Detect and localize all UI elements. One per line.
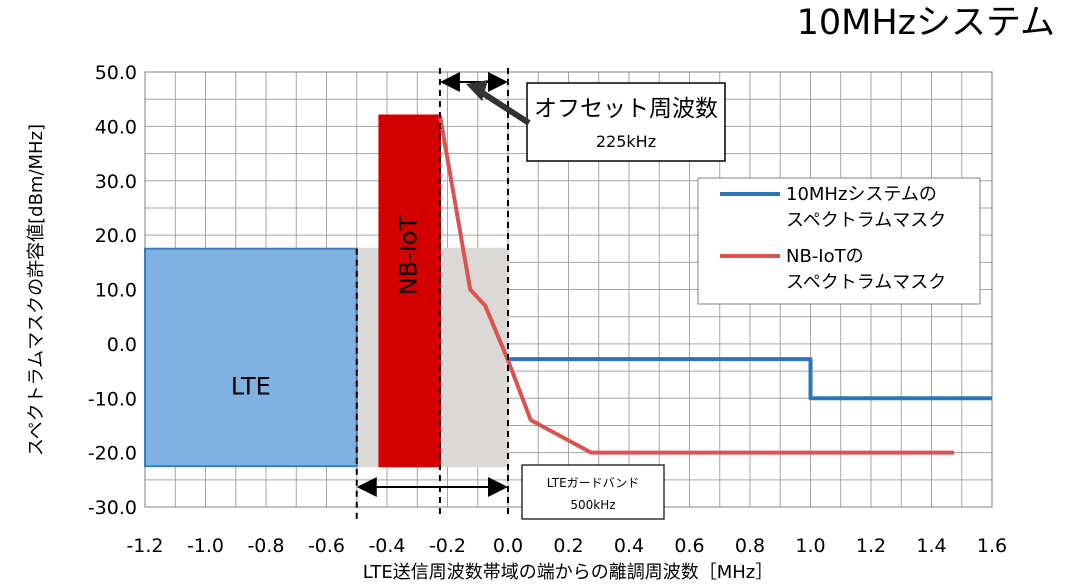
y-tick-label: -10.0 — [88, 388, 137, 410]
x-tick-label: 1.0 — [795, 535, 825, 557]
guard-callout-box — [521, 464, 665, 520]
series-lines — [437, 115, 992, 455]
x-tick-label: -1.2 — [126, 535, 163, 557]
offset-pointer-head — [466, 80, 488, 101]
guard-callout-value: 500kHz — [570, 498, 615, 512]
y-tick-label: 40.0 — [95, 116, 137, 138]
regions: LTE NB-IoT — [144, 114, 509, 468]
guard-callout-title: LTEガードバンド — [547, 476, 640, 490]
y-tick-label: 0.0 — [107, 334, 137, 356]
region-nb-iot — [378, 114, 441, 468]
tick-labels: -1.2 -1.0 -0.8 -0.6 -0.4 -0.2 0.0 0.2 0.4 0.6 0.8 1… — [88, 62, 1007, 557]
x-tick-label: 0.2 — [553, 535, 583, 557]
offset-callout-value: 225kHz — [596, 132, 656, 151]
y-tick-label: 10.0 — [95, 280, 137, 302]
x-tick-label: 0.4 — [614, 535, 644, 557]
series-nbiot-mask — [437, 115, 955, 455]
offset-pointer-line — [476, 87, 531, 126]
x-tick-label: 1.6 — [977, 535, 1007, 557]
x-tick-label: -0.4 — [368, 535, 405, 557]
chart-title: 10MHzシステム — [797, 3, 1055, 43]
annotations: オフセット周波数 225kHz LTEガードバンド 500kHz — [355, 68, 726, 520]
y-tick-label: -30.0 — [88, 497, 137, 519]
region-label-nb-iot: NB-IoT — [395, 215, 423, 295]
y-tick-label: 50.0 — [95, 62, 137, 84]
x-tick-label: 0.6 — [674, 535, 704, 557]
x-tick-label: -0.8 — [247, 535, 284, 557]
x-tick-label: 1.4 — [916, 535, 946, 557]
offset-callout-box — [526, 82, 726, 162]
legend-label-nbiot: NB-IoTの — [786, 246, 864, 267]
y-tick-label: 30.0 — [95, 171, 137, 193]
legend-box — [697, 177, 981, 305]
x-tick-label: 0.8 — [735, 535, 765, 557]
x-tick-label: 1.2 — [856, 535, 886, 557]
x-axis-label: LTE送信周波数帯域の端からの離調周波数［MHz］ — [363, 562, 773, 583]
region-label-lte: LTE — [231, 372, 271, 400]
region-lte — [144, 247, 358, 468]
series-10mhz-mask — [508, 357, 992, 401]
legend-label-10mhz: スペクトラムマスク — [786, 210, 946, 231]
offset-callout-title: オフセット周波数 — [534, 96, 718, 122]
x-tick-label: -0.2 — [429, 535, 466, 557]
y-tick-label: -20.0 — [88, 443, 137, 465]
x-tick-label: -0.6 — [308, 535, 345, 557]
x-tick-label: 0.0 — [493, 535, 523, 557]
x-tick-label: -1.0 — [187, 535, 224, 557]
legend-label-10mhz: 10MHzシステムの — [786, 184, 937, 205]
legend-label-nbiot: スペクトラムマスク — [786, 272, 946, 293]
y-tick-label: 20.0 — [95, 225, 137, 247]
y-axis-label: スペクトラムマスクの許容値[dBm/MHz] — [26, 124, 47, 456]
